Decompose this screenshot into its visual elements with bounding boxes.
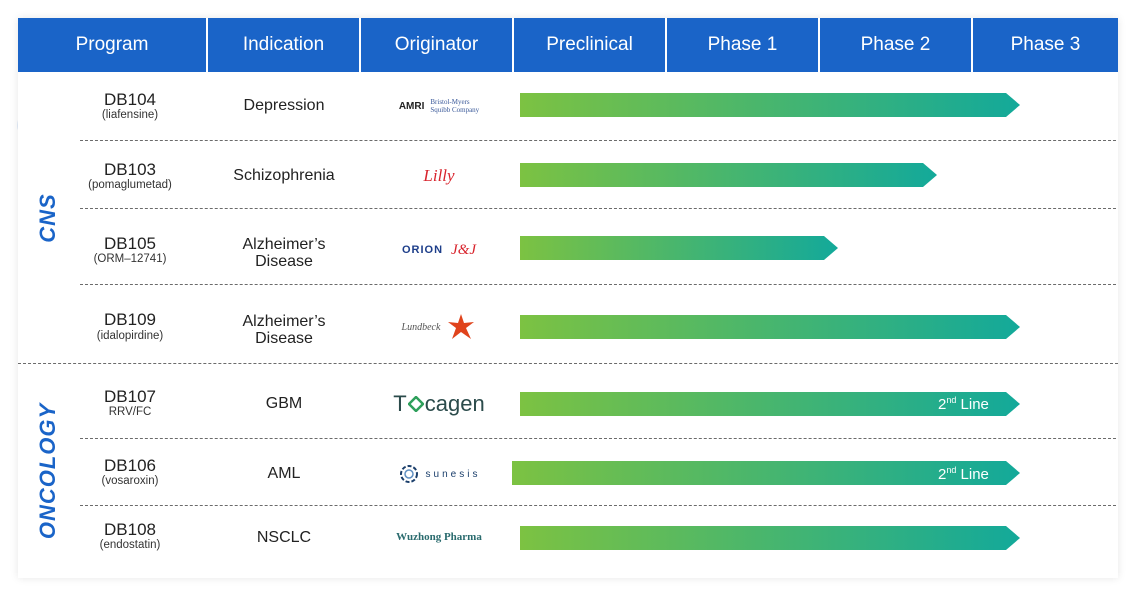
originator-logo-sunesis: sunesis [364, 462, 514, 486]
indication: NSCLC [256, 529, 312, 546]
program-compound: (idalopirdine) [96, 330, 164, 342]
header-indication: Indication [208, 18, 359, 72]
originator-logo-tocagen: T cagen [393, 391, 485, 416]
program-compound: (vosaroxin) [101, 475, 159, 487]
program-compound: (endostatin) [99, 539, 161, 551]
indication: Schizophrenia [233, 167, 335, 184]
originator-logo-lilly: Lilly [423, 166, 455, 185]
header-program: Program [18, 18, 206, 72]
originator-logo-orion-jnj: ORION J&J [401, 241, 477, 258]
originator-logo-lundbeck: Lundbeck [364, 310, 514, 344]
group-divider [18, 363, 1118, 364]
indication: AML [267, 465, 301, 482]
program-compound: RRV/FC [108, 406, 152, 418]
header-phase2: Phase 2 [820, 18, 971, 72]
program-name: DB103 [104, 160, 156, 179]
program-compound: (liafensine) [101, 109, 159, 121]
program-compound: (ORM–12741) [93, 253, 167, 265]
row-divider [80, 140, 1116, 141]
lundbeck-star-icon [448, 314, 475, 339]
pipeline-header: Program Indication Originator Preclinica… [18, 18, 1118, 72]
program-name: DB108 [104, 520, 156, 539]
originator-logo-wuzhong: Wuzhong Pharma [396, 531, 482, 543]
header-phase3: Phase 3 [973, 18, 1118, 72]
program-name: DB105 [104, 234, 156, 253]
sunesis-swirl-icon [399, 465, 418, 483]
header-originator: Originator [361, 18, 512, 72]
indication: Alzheimer’s Disease [242, 313, 326, 347]
program-name: DB104 [104, 90, 156, 109]
row-divider [80, 505, 1116, 506]
bar-note-db106: 2nd Line [938, 465, 989, 483]
row-divider [80, 208, 1116, 209]
program-name: DB107 [104, 387, 156, 406]
program-name: DB106 [104, 456, 156, 475]
header-preclinical: Preclinical [514, 18, 665, 72]
row-divider [80, 438, 1116, 439]
indication: Alzheimer’s Disease [242, 236, 326, 270]
indication: Depression [243, 97, 325, 114]
program-compound: (pomaglumetad) [88, 179, 172, 191]
header-phase1: Phase 1 [667, 18, 818, 72]
row-divider [80, 284, 1116, 285]
originator-logo-amri-bms: AMRI Bristol-Myers Squibb Company [398, 98, 480, 114]
bar-note-db107: 2nd Line [938, 395, 989, 413]
indication: GBM [265, 395, 303, 412]
tocagen-diamond-icon [407, 396, 424, 412]
program-name: DB109 [104, 310, 156, 329]
